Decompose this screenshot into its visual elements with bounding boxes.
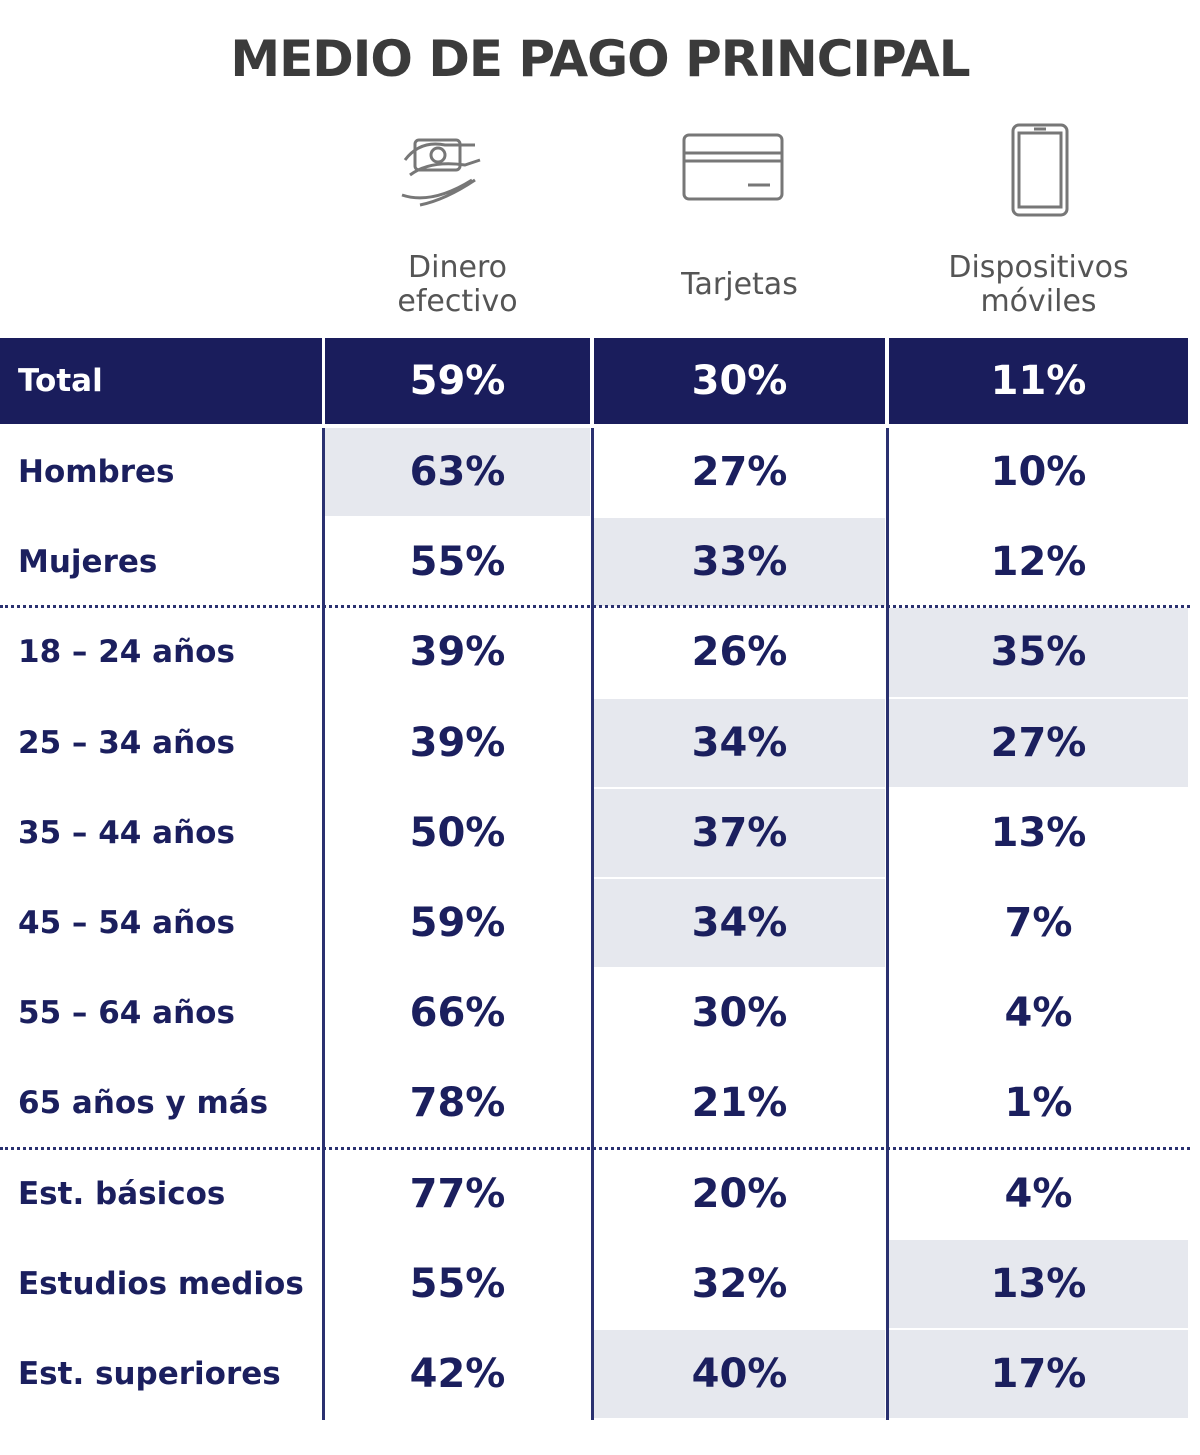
title: MEDIO DE PAGO PRINCIPAL: [230, 30, 970, 88]
icons: [401, 123, 1069, 217]
value-cell: 12%: [990, 539, 1087, 586]
row-label: 25 – 34 años: [18, 724, 235, 761]
column-rule: [322, 428, 325, 1421]
row-label: Hombres: [18, 454, 175, 491]
value-cell: 37%: [594, 788, 885, 877]
value-cell: 40%: [594, 1330, 885, 1419]
card-icon: [682, 133, 784, 201]
value-cell: 35%: [889, 608, 1188, 697]
value-cell: 34%: [594, 879, 885, 968]
value-cell: 39%: [409, 629, 506, 676]
row-label: Estudios medios: [18, 1265, 304, 1302]
value-cell: 10%: [990, 449, 1087, 496]
value-cell: 1%: [1004, 1080, 1073, 1127]
value-cell: 59%: [325, 338, 590, 424]
row-label: Est. básicos: [18, 1175, 226, 1212]
column-rule: [591, 428, 594, 1421]
row-label: 35 – 44 años: [18, 814, 235, 851]
value-cell: 34%: [594, 698, 885, 787]
value-cell: 77%: [409, 1170, 506, 1217]
value-cell: 32%: [691, 1260, 788, 1307]
column-header: Dispositivos móviles: [948, 250, 1129, 319]
value-cell: 30%: [594, 338, 885, 424]
value-cell: 59%: [409, 900, 506, 947]
value-cell: 66%: [409, 990, 506, 1037]
value-cell: 63%: [325, 428, 590, 517]
value-cell: 4%: [1004, 1170, 1073, 1217]
value-cell: 27%: [889, 698, 1188, 787]
column-header: Tarjetas: [681, 267, 798, 302]
value-cell: 33%: [594, 518, 885, 607]
value-cell: 26%: [691, 629, 788, 676]
row-label: 65 años y más: [18, 1085, 269, 1122]
column-rule: [886, 428, 889, 1421]
value-cell: 55%: [409, 539, 506, 586]
value-cell: 11%: [889, 338, 1188, 424]
value-cell: 50%: [409, 809, 506, 856]
row-label: 18 – 24 años: [18, 634, 235, 671]
row-label: Total: [0, 338, 322, 424]
row-label: Mujeres: [18, 544, 158, 581]
divider: [0, 605, 1190, 609]
cash-icon: [401, 138, 481, 207]
value-cell: 13%: [889, 1239, 1188, 1328]
value-cell: 21%: [691, 1080, 788, 1127]
value-cell: 30%: [691, 990, 788, 1037]
value-cell: 17%: [889, 1330, 1188, 1419]
value-cell: 4%: [1004, 990, 1073, 1037]
row-label: 55 – 64 años: [18, 995, 235, 1032]
row-label: 45 – 54 años: [18, 905, 235, 942]
value-cell: 39%: [409, 719, 506, 766]
value-cell: 27%: [691, 449, 788, 496]
value-cell: 20%: [691, 1170, 788, 1217]
value-cell: 42%: [409, 1351, 506, 1398]
value-cell: 55%: [409, 1260, 506, 1307]
row-label: Est. superiores: [18, 1356, 281, 1393]
value-cell: 7%: [1004, 900, 1073, 947]
phone-icon: [1011, 123, 1069, 217]
value-cell: 13%: [990, 809, 1087, 856]
column-header: Dinero efectivo: [397, 250, 518, 319]
divider: [0, 1146, 1190, 1150]
value-cell: 78%: [409, 1080, 506, 1127]
